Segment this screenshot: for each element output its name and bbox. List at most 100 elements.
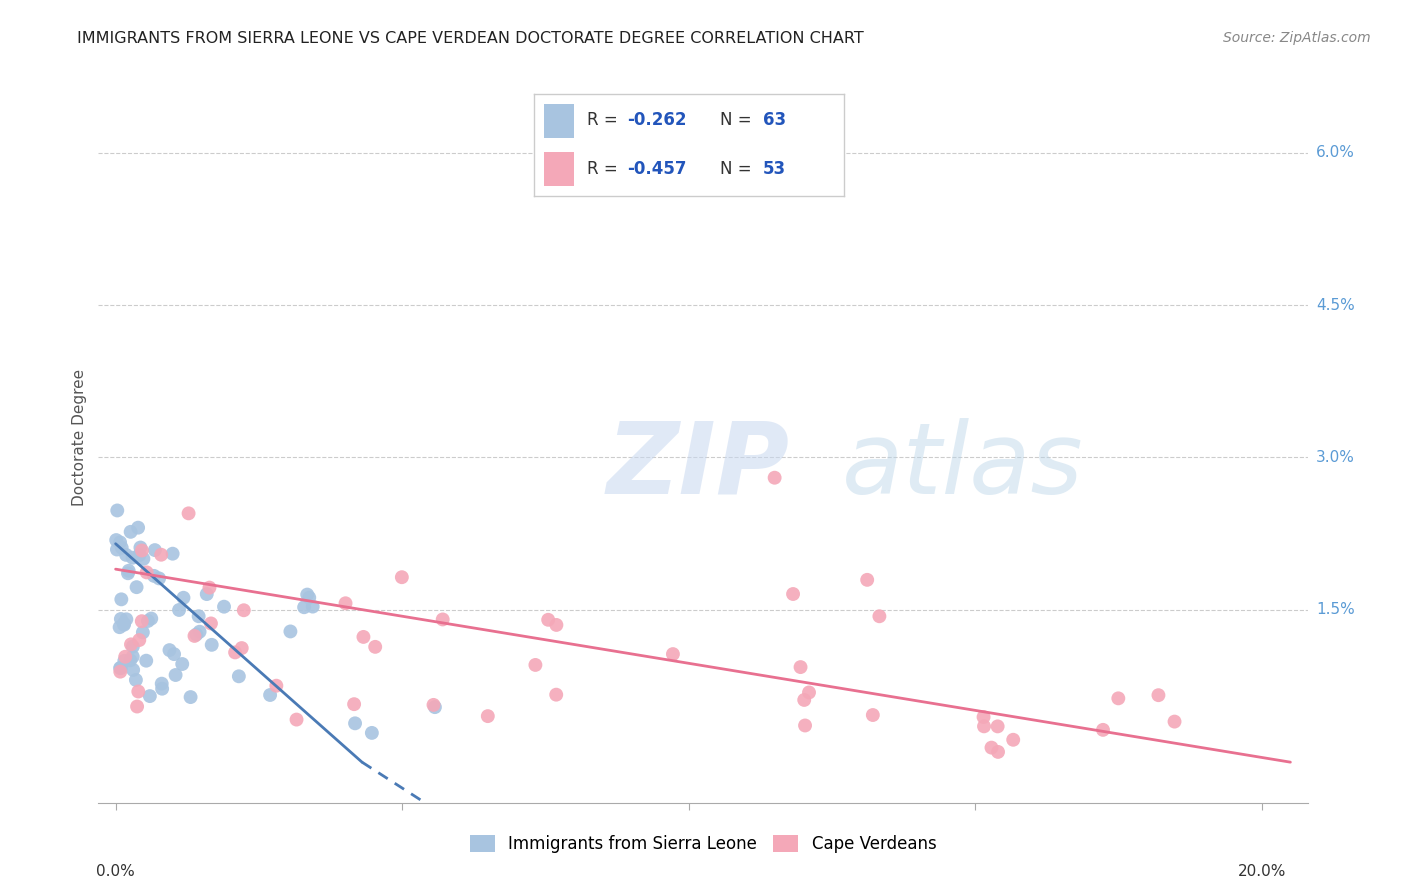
Point xyxy=(108,661,131,675)
Text: -0.262: -0.262 xyxy=(627,111,686,128)
Point xyxy=(301,599,323,614)
Point xyxy=(298,591,321,605)
Point xyxy=(292,600,315,615)
Point xyxy=(231,641,253,656)
Point xyxy=(105,533,128,547)
Point xyxy=(224,645,246,659)
Point xyxy=(150,681,173,696)
Point xyxy=(789,660,811,674)
Point xyxy=(422,698,444,712)
Point xyxy=(782,587,804,601)
Text: IMMIGRANTS FROM SIERRA LEONE VS CAPE VERDEAN DOCTORATE DEGREE CORRELATION CHART: IMMIGRANTS FROM SIERRA LEONE VS CAPE VER… xyxy=(77,31,865,46)
Point xyxy=(352,630,374,644)
Point xyxy=(139,689,162,703)
Point xyxy=(172,591,194,605)
Point xyxy=(162,547,184,561)
Text: Source: ZipAtlas.com: Source: ZipAtlas.com xyxy=(1223,31,1371,45)
Point xyxy=(793,693,815,707)
Point xyxy=(148,571,170,585)
Point xyxy=(112,617,135,632)
Text: R =: R = xyxy=(586,111,623,128)
Point xyxy=(285,713,308,727)
Text: 20.0%: 20.0% xyxy=(1237,863,1286,879)
Point xyxy=(195,587,218,601)
Point xyxy=(159,643,181,657)
Point xyxy=(115,548,138,562)
Point xyxy=(135,654,157,668)
Point xyxy=(112,616,135,631)
Point xyxy=(344,716,367,731)
Point xyxy=(1091,723,1114,737)
Point xyxy=(198,581,221,595)
Point xyxy=(115,612,138,626)
Point xyxy=(121,640,143,654)
Point xyxy=(259,688,281,702)
Point xyxy=(120,653,142,667)
Point xyxy=(167,603,190,617)
Point xyxy=(132,551,155,566)
Point xyxy=(108,620,131,634)
Text: 3.0%: 3.0% xyxy=(1316,450,1355,465)
Point xyxy=(131,543,153,558)
Text: 0.0%: 0.0% xyxy=(96,863,135,879)
Point xyxy=(120,637,142,651)
Point xyxy=(122,663,145,677)
Point xyxy=(121,550,143,565)
Text: 4.5%: 4.5% xyxy=(1316,298,1354,312)
Point xyxy=(111,541,134,555)
Point xyxy=(432,612,454,626)
Point xyxy=(136,614,159,628)
Point xyxy=(141,611,163,625)
Point xyxy=(129,541,152,555)
Point xyxy=(143,543,166,558)
Text: 63: 63 xyxy=(763,111,786,128)
Point xyxy=(973,719,995,733)
Point xyxy=(546,688,568,702)
Point xyxy=(117,566,139,581)
Point xyxy=(180,690,202,704)
Point xyxy=(423,700,446,714)
Point xyxy=(794,718,817,732)
Point xyxy=(280,624,302,639)
Point xyxy=(188,624,211,639)
Point xyxy=(177,507,200,521)
Point xyxy=(266,679,288,693)
Point xyxy=(201,638,224,652)
Bar xyxy=(544,153,575,186)
Point xyxy=(546,618,568,632)
Text: N =: N = xyxy=(720,160,756,178)
Point xyxy=(973,710,995,724)
Point xyxy=(131,614,153,628)
Point xyxy=(127,521,149,535)
Point xyxy=(112,654,135,668)
Point xyxy=(165,668,187,682)
Point xyxy=(114,649,136,664)
Point xyxy=(135,566,157,580)
Point xyxy=(110,665,132,679)
Point xyxy=(163,647,186,661)
Point xyxy=(125,580,148,594)
Point xyxy=(987,719,1010,733)
Point xyxy=(127,684,149,698)
Legend: Immigrants from Sierra Leone, Cape Verdeans: Immigrants from Sierra Leone, Cape Verde… xyxy=(470,835,936,853)
Text: -0.457: -0.457 xyxy=(627,160,686,178)
Point xyxy=(364,640,387,654)
Point xyxy=(150,676,173,690)
Text: atlas: atlas xyxy=(842,417,1084,515)
Point xyxy=(360,726,382,740)
Point xyxy=(110,592,132,607)
Point xyxy=(537,613,560,627)
Point xyxy=(477,709,499,723)
Point xyxy=(105,542,128,557)
Point xyxy=(200,616,222,631)
Point xyxy=(186,627,208,641)
Point xyxy=(987,745,1010,759)
Point xyxy=(121,649,143,664)
Text: R =: R = xyxy=(586,160,623,178)
Point xyxy=(868,609,890,624)
Point xyxy=(524,657,547,672)
Text: 1.5%: 1.5% xyxy=(1316,602,1354,617)
Text: N =: N = xyxy=(720,111,756,128)
Text: 53: 53 xyxy=(763,160,786,178)
Point xyxy=(662,647,685,661)
